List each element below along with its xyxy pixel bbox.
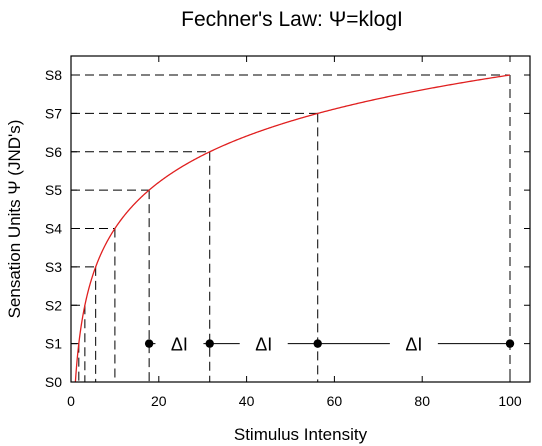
y-tick-label-S5: S5: [45, 182, 62, 198]
chart-title: Fechner's Law: Ψ=klogI: [181, 8, 403, 31]
x-tick-label-20: 20: [151, 393, 167, 409]
x-tick-label-0: 0: [67, 393, 75, 409]
x-axis: 0 20 40 60 80 100: [67, 56, 522, 409]
y-tick-label-S4: S4: [45, 221, 62, 237]
delta-spans: ΔI ΔI ΔI: [144, 335, 515, 355]
y-axis: S0 S1 S2 S3 S4 S5 S6 S7 S8: [45, 67, 530, 390]
plot-frame: [70, 55, 531, 383]
x-tick-label-80: 80: [414, 393, 430, 409]
x-tick-label-40: 40: [239, 393, 255, 409]
y-tick-label-S8: S8: [45, 67, 62, 83]
delta-label-1: ΔI: [171, 335, 188, 355]
y-tick-label-S1: S1: [45, 336, 62, 352]
y-tick-label-S0: S0: [45, 374, 62, 390]
y-tick-label-S7: S7: [45, 105, 62, 121]
delta-dot-1-0: [144, 339, 154, 348]
y-axis-label: Sensation Units Ψ (JND's): [5, 120, 24, 319]
delta-label-3: ΔI: [405, 335, 422, 355]
x-tick-label-60: 60: [327, 393, 343, 409]
x-tick-label-100: 100: [498, 393, 522, 409]
delta-label-2: ΔI: [255, 335, 272, 355]
y-tick-label-S2: S2: [45, 297, 62, 313]
fechner-curve: [74, 74, 511, 383]
y-tick-label-S6: S6: [45, 144, 62, 160]
guide-lines: [71, 74, 511, 382]
delta-dot-2-1: [313, 339, 322, 348]
delta-dot-3-1: [505, 339, 515, 348]
y-tick-label-S3: S3: [45, 259, 62, 275]
x-axis-label: Stimulus Intensity: [234, 425, 368, 444]
